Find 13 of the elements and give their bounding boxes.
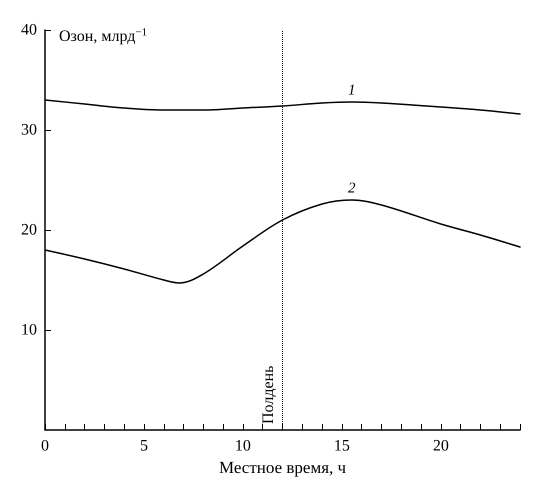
ref-line-label: Полдень <box>260 366 277 424</box>
x-axis-title: Местное время, ч <box>218 458 347 477</box>
y-tick-label: 40 <box>21 22 37 38</box>
y-tick-label: 30 <box>21 122 37 138</box>
x-tick-label: 10 <box>234 438 251 454</box>
x-tick-label: 20 <box>432 438 449 454</box>
y-tick-label: 10 <box>21 322 37 338</box>
y-tick-label: 20 <box>21 222 37 238</box>
x-tick-label: 15 <box>334 438 350 454</box>
x-tick-label: 0 <box>41 438 49 454</box>
x-tick-label: 5 <box>140 438 148 454</box>
series-label: 2 <box>348 180 356 196</box>
series-label: 1 <box>348 82 356 98</box>
